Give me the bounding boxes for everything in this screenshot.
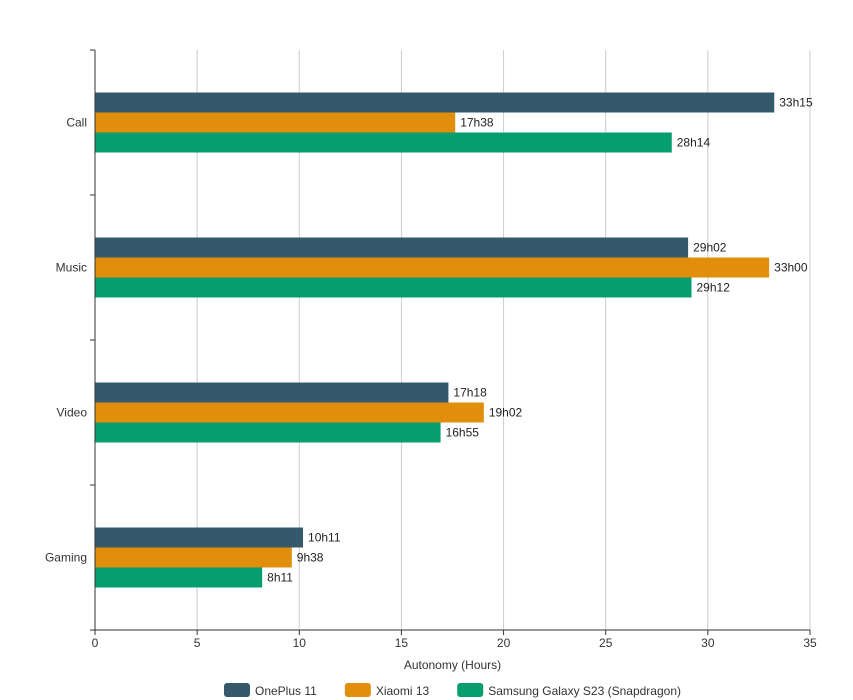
category-label: Music (56, 261, 87, 275)
x-tick-label: 25 (599, 636, 613, 650)
bar-value-label: 17h38 (460, 116, 494, 130)
bar (95, 402, 484, 423)
category-label: Video (57, 406, 88, 420)
bar-value-label: 33h15 (779, 96, 813, 110)
bar (95, 132, 672, 153)
x-tick-label: 10 (293, 636, 307, 650)
x-tick-label: 20 (497, 636, 511, 650)
legend-label[interactable]: Samsung Galaxy S23 (Snapdragon) (488, 684, 681, 698)
bar-value-label: 16h55 (446, 426, 480, 440)
x-tick-label: 0 (92, 636, 99, 650)
legend-label[interactable]: Xiaomi 13 (376, 684, 430, 698)
bar (95, 382, 449, 403)
x-tick-label: 35 (803, 636, 817, 650)
axes: 0 5 10 15 20 25 30 35 Call Music Video Gaming (45, 49, 817, 650)
legend-swatch (224, 683, 251, 697)
bar-value-label: 19h02 (489, 406, 523, 420)
bar (95, 567, 263, 588)
category-label: Call (66, 116, 87, 130)
legend-label[interactable]: OnePlus 11 (255, 684, 317, 698)
bar-value-label: 29h02 (693, 241, 727, 255)
x-tick-label: 30 (701, 636, 715, 650)
bar-value-label: 9h38 (297, 551, 324, 565)
bar-value-label: 33h00 (774, 261, 808, 275)
legend-swatch (344, 683, 371, 697)
legend: OnePlus 11 Xiaomi 13 Samsung Galaxy S23 (S… (224, 683, 681, 698)
bar-value-label: 10h11 (308, 531, 341, 545)
bar (95, 257, 770, 278)
bar (95, 237, 689, 258)
x-tick-label: 15 (395, 636, 409, 650)
bar (95, 547, 292, 568)
bar (95, 422, 441, 443)
bar (95, 112, 456, 133)
x-tick-label: 5 (194, 636, 201, 650)
bar-value-label: 28h14 (677, 136, 711, 150)
bar-value-label: 17h18 (453, 386, 487, 400)
bar-value-label: 8h11 (267, 571, 293, 585)
bar (95, 277, 692, 298)
x-axis-title: Autonomy (Hours) (404, 658, 501, 672)
bar (95, 527, 304, 548)
bars-group: 33h15 17h38 28h14 29h02 33h00 29h12 17h1819h02… (95, 92, 813, 588)
category-label: Gaming (45, 551, 87, 565)
bar-value-label: 29h12 (697, 281, 731, 295)
legend-swatch (457, 683, 484, 697)
bar (95, 92, 775, 113)
